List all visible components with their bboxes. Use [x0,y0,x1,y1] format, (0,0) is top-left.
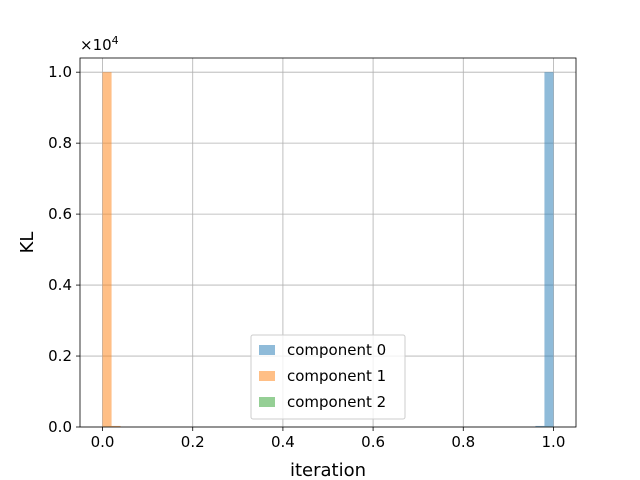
y-scale-exponent: 4 [112,34,119,47]
x-tick-label: 1.0 [542,433,566,451]
histogram-bar-series-0 [535,425,545,427]
legend-items: component 0 component 1 component 2 [259,341,386,411]
axis-ticks: 0.0 0.2 0.4 0.6 0.8 1.0 0.0 0.2 0.4 0.6 0.8 1.0 [48,63,565,451]
x-tick-label: 0.2 [181,433,205,451]
legend-swatch [259,397,275,407]
legend-label: component 1 [287,367,386,385]
y-axis-label: KL [17,232,38,254]
y-tick-label: 1.0 [48,63,72,81]
y-tick-label: 0.0 [48,418,72,436]
grid-lines [80,58,576,428]
legend-box [250,334,406,420]
histogram-bar-series-1 [111,425,121,427]
y-axis-scale-factor: ×104 [80,34,119,54]
x-tick-label: 0.6 [361,433,385,451]
x-tick-label: 0.0 [91,433,115,451]
x-axis-label: iteration [290,460,366,480]
y-tick-label: 0.2 [48,347,72,365]
y-tick-label: 0.6 [48,205,72,223]
y-tick-label: 0.8 [48,134,72,152]
histogram-bar-series-0 [544,72,554,427]
plot-area-frame [79,57,577,428]
x-tick-label: 0.8 [451,433,475,451]
y-scale-base: ×10 [80,36,112,54]
legend: component 0 component 1 component 2 [250,334,406,420]
histogram-bar-series-1 [102,72,112,427]
legend-swatch [259,371,275,381]
legend-swatch [259,345,275,355]
y-tick-label: 0.4 [48,276,72,294]
x-tick-label: 0.4 [271,433,295,451]
legend-label: component 0 [287,341,386,359]
legend-label: component 2 [287,393,386,411]
